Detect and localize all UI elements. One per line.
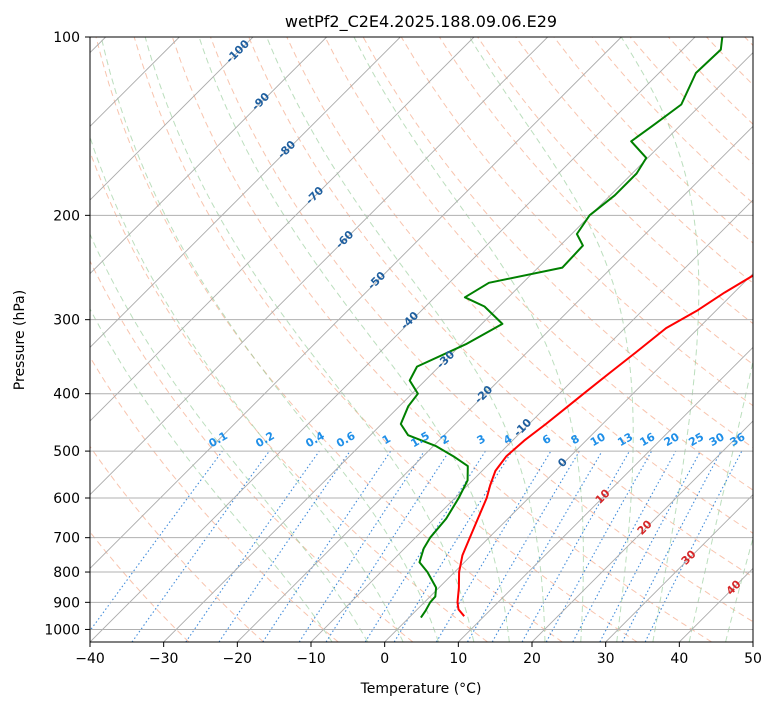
isotherm — [237, 125, 753, 642]
moist-adiabat — [100, 37, 439, 642]
isotherm — [531, 420, 753, 642]
moist-adiabat — [725, 536, 753, 642]
dewpoint-profile — [399, 37, 724, 619]
y-axis-ticks: 100 200 300 400 500 600 700 800 900 1000 — [44, 30, 90, 638]
y-tick-label: 800 — [53, 565, 80, 581]
x-tick-label: 0 — [380, 651, 389, 667]
isotherm — [90, 37, 622, 569]
x-tick-label: −30 — [149, 651, 179, 667]
chart-title: wetPf2_C2E4.2025.188.09.06.E29 — [285, 12, 557, 32]
x-tick-label: 20 — [523, 651, 541, 667]
plot-frame — [89, 36, 754, 643]
mixing-ratio-line — [572, 450, 677, 642]
dry-adiabat — [248, 37, 753, 578]
x-tick-label: 40 — [670, 651, 688, 667]
dry-adiabat — [90, 259, 414, 642]
dry-adiabat — [95, 37, 563, 642]
moist-adiabat — [144, 37, 475, 642]
mixing-ratio-line — [393, 450, 513, 642]
mixing-ratio-line — [131, 450, 270, 642]
mixing-ratio-line — [262, 450, 392, 642]
y-tick-label: 300 — [53, 313, 80, 329]
moist-adiabat — [266, 37, 546, 642]
moist-adiabat — [688, 358, 753, 642]
mixing-ratio-line — [298, 450, 425, 642]
x-axis-label: Temperature (°C) — [360, 681, 482, 697]
isotherm — [90, 37, 327, 275]
x-tick-label: 30 — [597, 651, 615, 667]
y-tick-label: 700 — [53, 531, 80, 547]
x-tick-label: −10 — [296, 651, 326, 667]
moist-adiabat — [620, 37, 700, 642]
isotherm — [90, 37, 548, 496]
mixing-ratio-line — [325, 450, 450, 642]
dry-adiabat — [324, 37, 753, 491]
y-tick-label: 100 — [53, 30, 80, 46]
y-tick-label: 400 — [53, 387, 80, 403]
dry-adiabat — [133, 37, 638, 642]
isotherm — [90, 37, 401, 348]
isotherm — [90, 37, 254, 201]
y-tick-label: 1000 — [44, 622, 80, 638]
dry-adiabat — [90, 445, 264, 642]
isotherm — [605, 494, 753, 642]
pressure-gridlines — [90, 37, 753, 630]
y-tick-label: 900 — [53, 595, 80, 611]
isotherm — [458, 346, 753, 642]
x-tick-label: −20 — [223, 651, 253, 667]
dry-adiabat — [210, 37, 753, 623]
isotherm — [310, 199, 753, 642]
mixing-ratio-line — [644, 450, 743, 642]
mixing-ratio-line — [185, 450, 320, 642]
dry-adiabat — [515, 37, 753, 284]
x-axis-ticks: −40 −30 −20 −10 0 10 20 30 40 50 — [75, 642, 762, 667]
isotherm — [90, 37, 696, 642]
moist-adiabat — [90, 135, 404, 642]
isotherm — [90, 37, 475, 422]
mixing-ratio-line — [90, 450, 223, 632]
isotherm — [163, 52, 753, 642]
moist-adiabat — [90, 232, 369, 642]
y-axis-label: Pressure (hPa) — [12, 290, 28, 390]
mixing-ratio-line — [521, 450, 630, 642]
dry-adiabat — [286, 37, 753, 534]
moist-adiabat — [90, 308, 333, 642]
y-tick-label: 500 — [53, 444, 80, 460]
isotherm — [384, 273, 753, 642]
background-lines — [90, 37, 753, 642]
temperature-profile — [456, 274, 753, 617]
x-tick-label: 10 — [449, 651, 467, 667]
moist-adiabat — [353, 37, 584, 642]
mixing-ratio-line — [545, 450, 653, 642]
moist-adiabat — [198, 37, 510, 642]
dry-adiabat — [171, 37, 712, 642]
y-tick-label: 200 — [53, 208, 80, 224]
y-tick-label: 600 — [53, 491, 80, 507]
profile-lines — [399, 37, 753, 619]
mixing-ratio-line — [218, 450, 351, 642]
dry-adiabat — [90, 356, 339, 642]
x-tick-label: 50 — [744, 651, 762, 667]
x-tick-label: −40 — [75, 651, 105, 667]
